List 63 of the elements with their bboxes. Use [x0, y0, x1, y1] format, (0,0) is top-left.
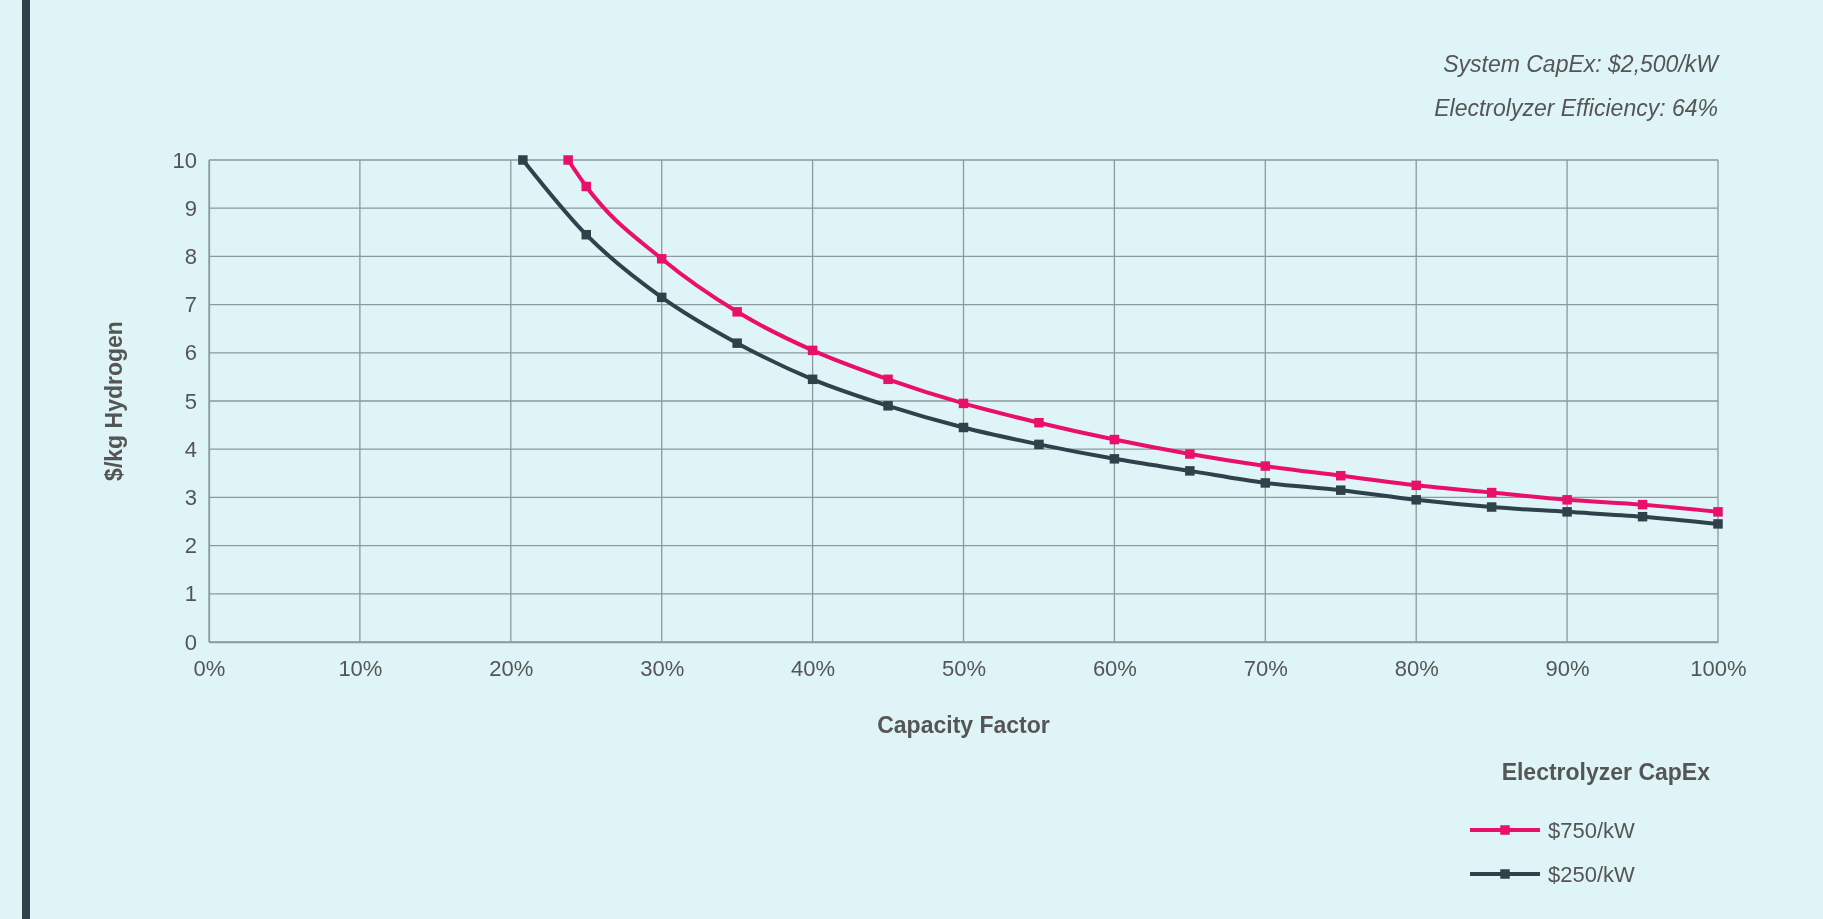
x-tick-label: 10% — [338, 655, 383, 681]
legend-label: $250/kW — [1548, 862, 1636, 887]
point — [1637, 511, 1648, 522]
x-tick-label: 40% — [791, 655, 836, 681]
point — [1034, 417, 1044, 428]
x-tick-label: 70% — [1243, 655, 1288, 681]
point — [1260, 478, 1271, 488]
point — [1713, 507, 1723, 517]
text: Electrolyzer Efficiency: 64% — [1434, 95, 1718, 121]
y-tick-label: 10 — [172, 147, 197, 173]
point — [1260, 461, 1271, 471]
point — [883, 374, 893, 385]
x-axis-title: Capacity Factor — [877, 712, 1050, 738]
point — [883, 401, 893, 411]
point — [656, 292, 667, 303]
point — [807, 345, 818, 356]
point — [1562, 507, 1572, 517]
point — [807, 374, 818, 385]
point — [581, 181, 591, 192]
point — [1637, 499, 1648, 510]
point — [1486, 502, 1497, 512]
y-tick-label: 4 — [184, 436, 197, 462]
point — [1486, 487, 1497, 498]
x-tick-label: 80% — [1394, 655, 1439, 681]
x-tick-label: 30% — [640, 655, 685, 681]
x-tick-label: 50% — [941, 655, 987, 681]
point — [1336, 485, 1346, 495]
point — [732, 307, 742, 317]
point — [518, 155, 528, 165]
y-tick-label: 8 — [184, 243, 197, 269]
point — [581, 229, 591, 240]
text: System CapEx: $2,500/kW — [1443, 51, 1721, 77]
y-tick-label: 9 — [184, 195, 197, 221]
point — [1109, 454, 1120, 464]
point — [563, 155, 573, 165]
point — [958, 422, 969, 433]
y-tick-label: 6 — [184, 340, 197, 366]
x-tick-label: 90% — [1545, 655, 1590, 681]
y-tick-label: 2 — [184, 533, 197, 559]
x-tick-label: 60% — [1092, 655, 1137, 681]
point — [1109, 434, 1120, 445]
point — [1411, 480, 1421, 491]
y-axis-title: $/kg Hydrogen — [101, 321, 127, 481]
y-tick-label: 0 — [184, 629, 197, 655]
point — [732, 338, 742, 348]
x-tick-label: 20% — [489, 655, 534, 681]
point — [1411, 495, 1421, 505]
point — [1185, 466, 1195, 476]
point — [1336, 470, 1346, 481]
point — [958, 398, 969, 409]
legend-title: Electrolyzer CapEx — [1501, 759, 1711, 785]
x-tick-label: 100% — [1690, 655, 1747, 681]
x-tick-label: 0% — [193, 655, 226, 681]
point — [1713, 519, 1723, 529]
y-tick-label: 5 — [184, 388, 197, 414]
y-tick-label: 1 — [184, 581, 197, 607]
point — [1034, 439, 1044, 450]
point — [656, 254, 667, 264]
y-tick-label: 3 — [184, 484, 197, 510]
point — [1562, 495, 1572, 505]
legend-label: $750/kW — [1548, 818, 1636, 843]
point — [1185, 449, 1195, 459]
y-tick-label: 7 — [184, 292, 197, 318]
